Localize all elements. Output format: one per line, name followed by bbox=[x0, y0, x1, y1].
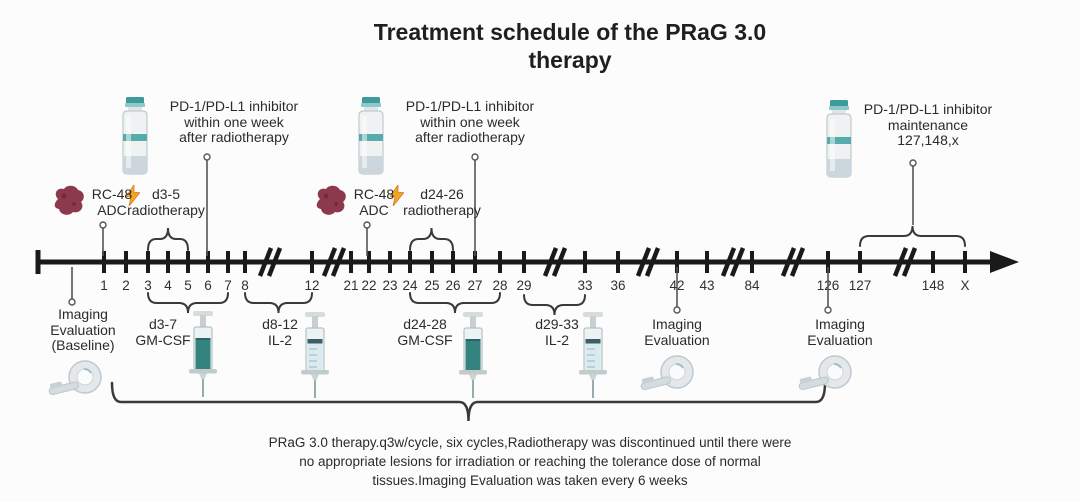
brace-d3-5 bbox=[147, 227, 189, 251]
vial1-label: PD-1/PD-L1 inhibitor within one week after… bbox=[169, 98, 299, 145]
axis-tick-label-148: 148 bbox=[922, 278, 945, 293]
axis-tick-label-3: 3 bbox=[144, 278, 152, 293]
baseline-imaging-label: Imaging Evaluation (Baseline) bbox=[50, 306, 116, 353]
axis-break-icon bbox=[789, 247, 806, 277]
adc-drug-icon-1 bbox=[50, 184, 88, 218]
adc2-label: RC-48 ADC bbox=[353, 186, 395, 218]
axis-break-icon bbox=[635, 247, 652, 277]
axis-break-icon bbox=[257, 247, 274, 277]
axis-tick-label-12: 12 bbox=[304, 278, 319, 293]
axis-tick-label-28: 28 bbox=[492, 278, 507, 293]
axis-tick-label-36: 36 bbox=[610, 278, 625, 293]
axis-tick-label-23: 23 bbox=[382, 278, 397, 293]
axis-tick-label-43: 43 bbox=[699, 278, 714, 293]
axis-tick-label-22: 22 bbox=[361, 278, 376, 293]
axis-tick-label-33: 33 bbox=[577, 278, 592, 293]
axis-tick-label-26: 26 bbox=[445, 278, 460, 293]
axis-tick-label-6: 6 bbox=[204, 278, 212, 293]
axis-break-icon bbox=[542, 247, 559, 277]
axis-tick-label-127: 127 bbox=[849, 278, 872, 293]
axis-break-icon bbox=[720, 247, 737, 277]
axis-tick-label-25: 25 bbox=[424, 278, 439, 293]
adc1-label: RC-48 ADC bbox=[91, 186, 133, 218]
axis-tick-label-2: 2 bbox=[122, 278, 130, 293]
axis-tick-label-27: 27 bbox=[467, 278, 482, 293]
page-title: Treatment schedule of the PRaG 3.0 thera… bbox=[373, 19, 767, 73]
gmcsf1-label: d3-7 GM-CSF bbox=[135, 316, 191, 348]
vial3-label: PD-1/PD-L1 inhibitor maintenance 127,148,x bbox=[863, 101, 993, 148]
imaging2-label: Imaging Evaluation bbox=[644, 316, 710, 348]
axis-tick-label-29: 29 bbox=[516, 278, 531, 293]
connector-dots bbox=[68, 153, 917, 314]
axis-break-icon bbox=[321, 247, 338, 277]
il2-2-label: d29-33 IL-2 bbox=[535, 316, 579, 348]
axis-break-icon bbox=[330, 247, 347, 277]
axis-tick-label-5: 5 bbox=[184, 278, 192, 293]
ct-scanner-icon-3 bbox=[798, 351, 856, 396]
adc-drug-icon-2 bbox=[312, 184, 350, 218]
brace-d29-33 bbox=[523, 294, 586, 316]
il2-1-label: d8-12 IL-2 bbox=[262, 316, 298, 348]
ct-scanner-icon-2 bbox=[640, 351, 698, 396]
axis-tick-label-7: 7 bbox=[224, 278, 232, 293]
connector-lines bbox=[71, 160, 914, 307]
axis-break-icon bbox=[644, 247, 661, 277]
vial2-label: PD-1/PD-L1 inhibitor within one week after… bbox=[405, 98, 535, 145]
brace-d24-26 bbox=[409, 227, 454, 251]
ct-scanner-icon-baseline bbox=[48, 356, 106, 401]
radiotherapy1-label: d3-5 radiotherapy bbox=[127, 186, 205, 218]
footnote-caption: PRaG 3.0 therapy.q3w/cycle, six cycles,R… bbox=[268, 435, 792, 488]
axis-tick-label-4: 4 bbox=[164, 278, 172, 293]
brace-whole-cycle bbox=[110, 381, 827, 422]
gmcsf2-label: d24-28 GM-CSF bbox=[397, 316, 453, 348]
axis-arrowhead-icon bbox=[990, 251, 1019, 273]
axis-tick-label-21: 21 bbox=[343, 278, 358, 293]
axis-tick-label-24: 24 bbox=[402, 278, 418, 293]
axis-tick-label-8: 8 bbox=[241, 278, 249, 293]
axis-break-icon bbox=[901, 247, 918, 277]
imaging3-label: Imaging Evaluation bbox=[807, 316, 873, 348]
brace-maintenance bbox=[859, 225, 966, 247]
axis-tick-label-84: 84 bbox=[744, 278, 760, 293]
axis-break-icon bbox=[892, 247, 909, 277]
axis-tick-label-X: X bbox=[960, 278, 969, 293]
axis-break-icon bbox=[266, 247, 283, 277]
axis-break-icon bbox=[551, 247, 568, 277]
radiotherapy2-label: d24-26 radiotherapy bbox=[403, 186, 481, 218]
brace-d24-28 bbox=[409, 292, 501, 314]
brace-d8-12 bbox=[244, 292, 313, 314]
brace-d3-7 bbox=[147, 292, 229, 314]
axis-break-icon bbox=[729, 247, 746, 277]
axis-break-icon bbox=[780, 247, 797, 277]
axis-tick-label-1: 1 bbox=[100, 278, 108, 293]
